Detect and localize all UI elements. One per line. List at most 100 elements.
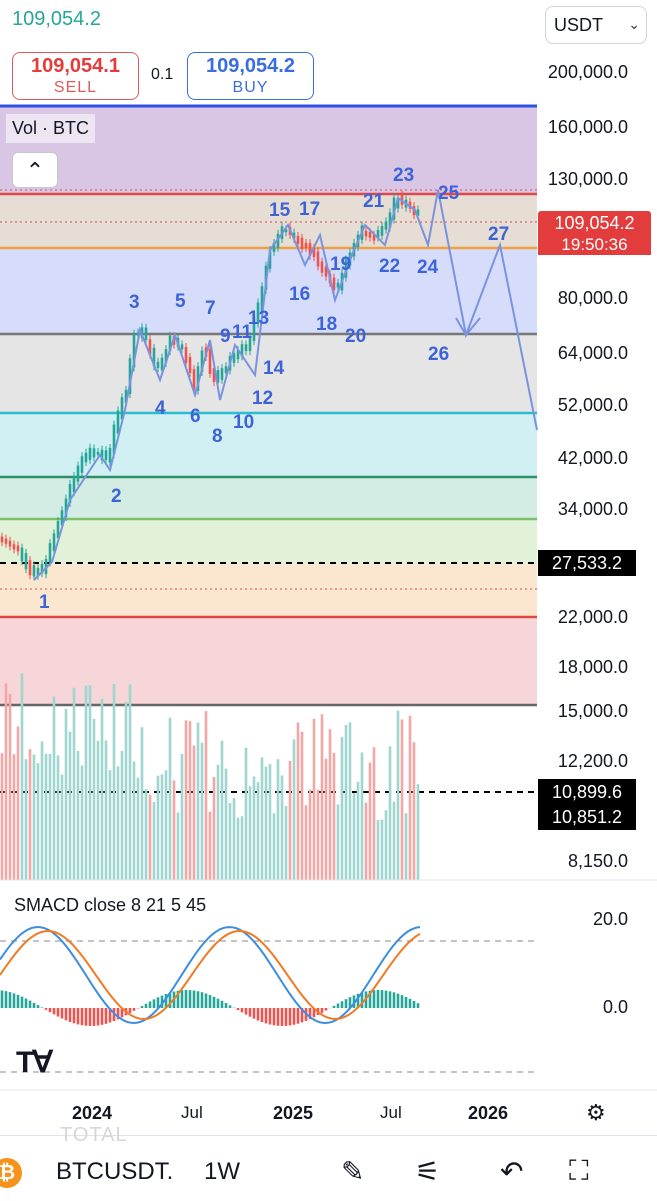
price-axis-label: 80,000.0 bbox=[558, 288, 628, 309]
collapse-legend-button[interactable]: ⌃ bbox=[12, 152, 58, 188]
volume-bar bbox=[13, 754, 16, 880]
histogram-bar bbox=[41, 1007, 44, 1008]
volume-bar bbox=[377, 820, 380, 880]
histogram-bar bbox=[13, 993, 16, 1008]
candle-body bbox=[73, 476, 76, 492]
volume-bar bbox=[41, 741, 44, 880]
volume-bar bbox=[33, 754, 36, 880]
volume-bar bbox=[217, 765, 220, 880]
candle-body bbox=[157, 362, 160, 368]
volume-bar bbox=[137, 778, 140, 880]
volume-bar bbox=[221, 741, 224, 880]
volume-bar bbox=[165, 770, 168, 880]
wave-label: 10 bbox=[233, 412, 254, 434]
volume-bar bbox=[197, 723, 200, 880]
volume-bar bbox=[373, 747, 376, 880]
currency-select-value: USDT bbox=[554, 15, 603, 36]
wave-label: 13 bbox=[248, 308, 269, 330]
wave-label: 17 bbox=[299, 199, 320, 221]
volume-bar bbox=[417, 784, 420, 880]
histogram-bar bbox=[129, 1008, 132, 1013]
volume-bar bbox=[385, 810, 388, 880]
volume-bar bbox=[273, 813, 276, 880]
histogram-bar bbox=[141, 1006, 144, 1008]
histogram-bar bbox=[241, 1008, 244, 1012]
volume-tag: 10,899.6 bbox=[538, 779, 636, 805]
currency-select[interactable]: USDT ⌄ bbox=[545, 6, 647, 44]
sell-price: 109,054.1 bbox=[13, 55, 138, 78]
volume-bar bbox=[121, 751, 124, 880]
spread-value: 0.1 bbox=[151, 66, 173, 84]
price-axis-label: 42,000.0 bbox=[558, 448, 628, 469]
draw-icon[interactable]: ✎ bbox=[341, 1155, 364, 1188]
candle-body bbox=[53, 533, 56, 550]
symbol-ticker[interactable]: BTCUSDT. bbox=[56, 1158, 173, 1186]
candle-body bbox=[321, 262, 324, 273]
candle-body bbox=[297, 236, 300, 244]
wave-label: 1 bbox=[39, 592, 50, 614]
candle-body bbox=[33, 565, 36, 576]
ghost-text: TOTAL bbox=[60, 1124, 128, 1147]
last-price: 109,054.2 bbox=[12, 8, 101, 31]
wave-label: 3 bbox=[129, 292, 140, 314]
price-axis-label: 160,000.0 bbox=[548, 117, 628, 138]
fullscreen-icon[interactable]: ⛶ bbox=[569, 1155, 589, 1188]
histogram-bar bbox=[405, 997, 408, 1008]
volume-bar bbox=[161, 774, 164, 880]
candle-body bbox=[21, 548, 24, 562]
histogram-bar bbox=[277, 1008, 280, 1026]
wave-label: 2 bbox=[111, 486, 122, 508]
volume-bar bbox=[29, 749, 32, 880]
candle-body bbox=[181, 344, 184, 349]
histogram-bar bbox=[341, 1001, 344, 1008]
volume-bar bbox=[253, 777, 256, 880]
interval-selector[interactable]: 1W bbox=[204, 1158, 240, 1186]
time-axis-label: 2025 bbox=[273, 1103, 313, 1124]
volume-bar bbox=[129, 684, 132, 880]
volume-bar bbox=[105, 740, 108, 880]
volume-bar bbox=[297, 722, 300, 880]
wave-label: 12 bbox=[252, 388, 273, 410]
volume-bar bbox=[337, 804, 340, 880]
chart-settings-gear-icon[interactable]: ⚙ bbox=[586, 1100, 606, 1126]
histogram-bar bbox=[337, 1004, 340, 1008]
price-axis-label: 22,000.0 bbox=[558, 607, 628, 628]
volume-bar bbox=[317, 790, 320, 880]
sell-button[interactable]: 109,054.1 SELL bbox=[12, 52, 139, 100]
histogram-bar bbox=[101, 1008, 104, 1025]
volume-bar bbox=[45, 754, 48, 880]
volume-legend[interactable]: Vol · BTC bbox=[6, 114, 95, 143]
candle-body bbox=[25, 553, 28, 569]
volume-bar bbox=[365, 803, 368, 880]
price-axis-label: 200,000.0 bbox=[548, 62, 628, 83]
volume-bar bbox=[281, 775, 284, 880]
histogram-bar bbox=[197, 991, 200, 1008]
volume-bar bbox=[209, 812, 212, 880]
volume-bar bbox=[21, 673, 24, 880]
volume-bar bbox=[125, 702, 128, 880]
wave-label: 6 bbox=[190, 406, 201, 428]
wave-label: 25 bbox=[438, 183, 459, 205]
histogram-bar bbox=[237, 1008, 240, 1010]
volume-bar bbox=[153, 802, 156, 880]
wave-label: 20 bbox=[345, 326, 366, 348]
histogram-bar bbox=[97, 1008, 100, 1026]
buy-button[interactable]: 109,054.2 BUY bbox=[187, 52, 314, 100]
volume-bar bbox=[413, 742, 416, 880]
wave-label: 9 bbox=[220, 326, 231, 348]
smacd-legend[interactable]: SMACD close 8 21 5 45 bbox=[14, 895, 206, 916]
volume-bar bbox=[325, 759, 328, 880]
settings-sliders-icon[interactable]: ⚟ bbox=[415, 1155, 440, 1188]
sell-label: SELL bbox=[13, 79, 138, 97]
histogram-bar bbox=[85, 1008, 88, 1026]
undo-icon[interactable]: ↶ bbox=[500, 1155, 523, 1188]
tradingview-logo: T∀ bbox=[16, 1045, 51, 1080]
histogram-bar bbox=[201, 992, 204, 1008]
candle-body bbox=[105, 450, 108, 460]
histogram-bar bbox=[377, 990, 380, 1008]
volume-bar bbox=[237, 818, 240, 880]
histogram-bar bbox=[49, 1008, 52, 1012]
volume-bar bbox=[49, 754, 52, 880]
histogram-bar bbox=[289, 1008, 292, 1025]
candle-body bbox=[89, 448, 92, 460]
